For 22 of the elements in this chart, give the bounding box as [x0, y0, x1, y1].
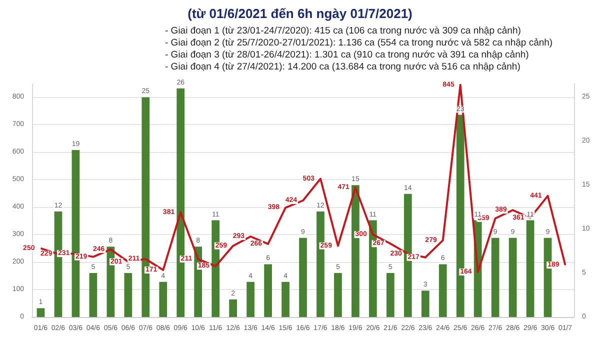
- line-series: [40, 84, 566, 273]
- bar: [159, 282, 168, 317]
- bar: [229, 299, 237, 317]
- bar: [124, 273, 132, 317]
- text: - Giai đoạn 2 (từ 25/7/2020-27/01/2021): 1.136 ca (554 ca trong nước và 582 ca nhập cảnh): [165, 38, 553, 48]
- bar: [334, 273, 342, 317]
- bar: [299, 238, 307, 317]
- bar: [526, 220, 534, 317]
- bar: [246, 282, 254, 317]
- bar: [508, 238, 517, 317]
- bar: [421, 290, 430, 317]
- bar: [89, 273, 98, 317]
- bar: [264, 264, 272, 317]
- bar: [438, 264, 447, 317]
- bar: [36, 308, 45, 317]
- bar: [491, 238, 500, 317]
- bar: [282, 282, 290, 317]
- text: - Giai đoạn 1 (từ 23/01-24/7/2020): 415 ca (106 ca trong nước và 309 ca nhập cảnh): [165, 26, 521, 36]
- text: - Giai đoạn 3 (từ 28/01-26/4/2021): 1.301 ca (910 ca trong nước và 391 ca nhập cảnh): [165, 50, 529, 60]
- bar: [386, 273, 394, 317]
- chart-title: (từ 01/6/2021 đến 6h ngày 01/7/2021): [188, 6, 412, 21]
- text: - Giai đoạn 4 (từ 27/4/2021): 14.200 ca (13.684 ca trong nước và 516 ca nhập cảnh): [165, 62, 520, 72]
